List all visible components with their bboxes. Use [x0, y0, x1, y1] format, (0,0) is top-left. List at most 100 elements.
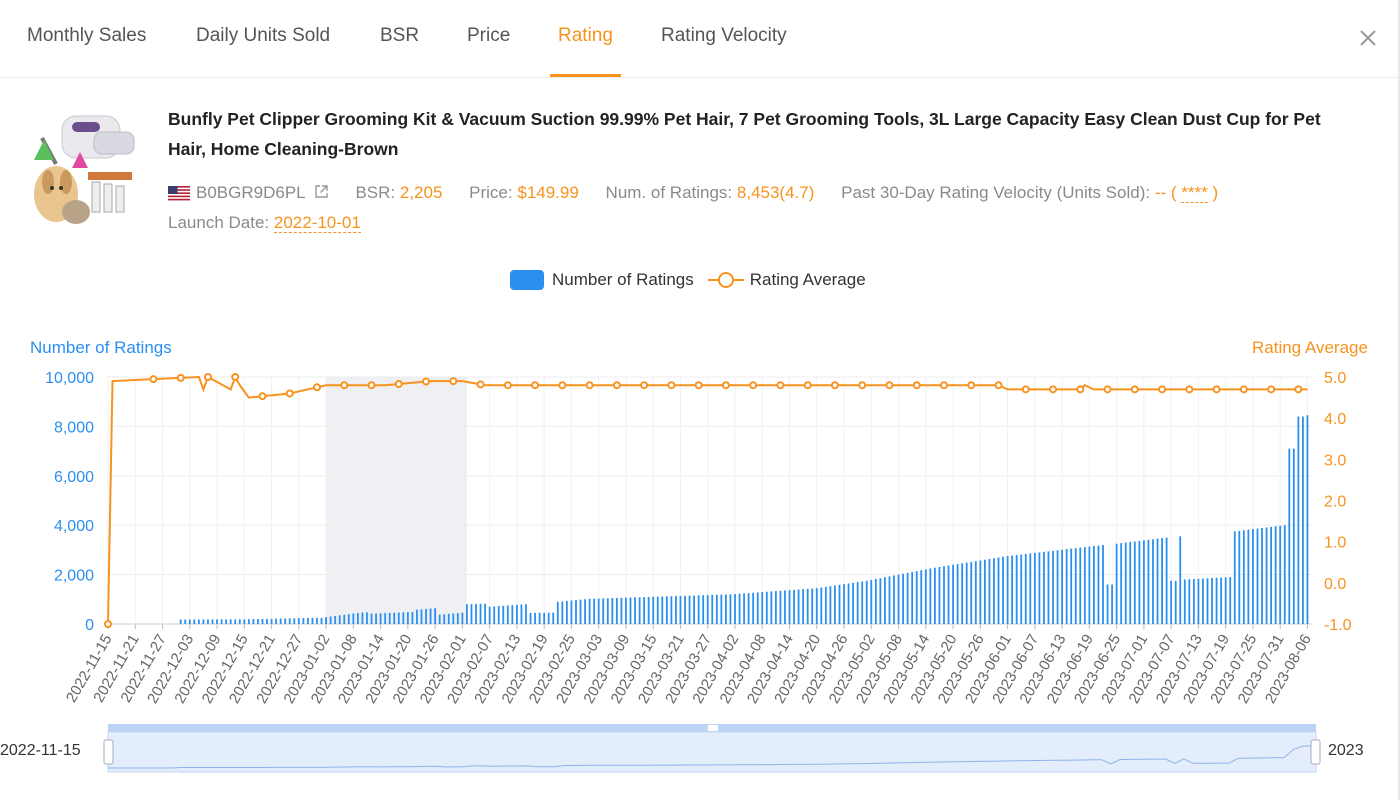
tab-rating-velocity[interactable]: Rating Velocity [661, 25, 787, 46]
bar-ratings[interactable] [284, 618, 287, 624]
bar-ratings[interactable] [279, 618, 282, 624]
bar-ratings[interactable] [329, 616, 332, 624]
bar-ratings[interactable] [834, 585, 836, 624]
bar-ratings[interactable] [452, 613, 455, 624]
bar-ratings[interactable] [179, 619, 182, 624]
bar-ratings[interactable] [234, 619, 237, 624]
bar-ratings[interactable] [684, 595, 686, 624]
bar-ratings[interactable] [997, 557, 1000, 624]
bar-ratings[interactable] [1270, 526, 1273, 624]
bar-ratings[interactable] [575, 600, 577, 624]
bar-ratings[interactable] [534, 612, 536, 624]
bar-ratings[interactable] [1052, 550, 1054, 624]
bar-ratings[interactable] [1288, 448, 1291, 624]
bar-ratings[interactable] [220, 619, 223, 624]
point-rating-average[interactable] [203, 373, 212, 381]
point-rating-average[interactable] [1212, 385, 1221, 394]
bar-ratings[interactable] [902, 573, 904, 624]
bar-ratings[interactable] [1274, 526, 1277, 624]
bar-ratings[interactable] [188, 619, 191, 624]
point-rating-average[interactable] [285, 389, 294, 398]
bar-ratings[interactable] [888, 576, 891, 624]
bar-ratings[interactable] [670, 596, 673, 624]
point-rating-average[interactable] [585, 381, 594, 390]
velocity-masked-value[interactable]: **** [1181, 183, 1208, 203]
bar-ratings[interactable] [1033, 552, 1036, 624]
bar-ratings[interactable] [1029, 553, 1032, 624]
tab-bsr[interactable]: BSR [380, 25, 420, 46]
bar-ratings[interactable] [243, 619, 246, 624]
bar-ratings[interactable] [988, 558, 991, 624]
point-rating-average[interactable] [476, 380, 485, 389]
zoom-handle-left[interactable] [103, 739, 114, 765]
close-icon[interactable] [1356, 26, 1380, 50]
bar-ratings[interactable] [1233, 531, 1236, 624]
bar-ratings[interactable] [1056, 550, 1059, 624]
bar-ratings[interactable] [229, 619, 232, 624]
bar-ratings[interactable] [475, 603, 477, 624]
bar-ratings[interactable] [620, 597, 623, 624]
bar-ratings[interactable] [429, 608, 432, 624]
bar-ratings[interactable] [802, 589, 805, 624]
bar-ratings[interactable] [343, 614, 346, 624]
bar-ratings[interactable] [1252, 529, 1254, 624]
point-rating-average[interactable] [558, 381, 567, 390]
point-rating-average[interactable] [967, 381, 976, 390]
bar-ratings[interactable] [257, 619, 259, 624]
bar-ratings[interactable] [856, 582, 859, 624]
bar-ratings[interactable] [938, 566, 941, 624]
bar-ratings[interactable] [643, 597, 646, 624]
bar-ratings[interactable] [261, 618, 264, 624]
bar-ratings[interactable] [207, 619, 209, 624]
bar-ratings[interactable] [384, 613, 387, 624]
bar-ratings[interactable] [1247, 529, 1250, 624]
point-rating-average[interactable] [612, 381, 621, 390]
bar-ratings[interactable] [1111, 584, 1113, 624]
bar-ratings[interactable] [1297, 416, 1300, 624]
bar-ratings[interactable] [852, 582, 855, 624]
bar-ratings[interactable] [238, 619, 241, 624]
bar-ratings[interactable] [956, 564, 959, 624]
launch-date-value[interactable]: 2022-10-01 [273, 213, 361, 233]
bar-ratings[interactable] [565, 600, 568, 624]
bar-ratings[interactable] [797, 589, 800, 624]
bar-ratings[interactable] [511, 605, 514, 624]
point-rating-average[interactable] [503, 381, 512, 390]
bar-ratings[interactable] [688, 595, 691, 624]
point-rating-average[interactable] [531, 381, 540, 390]
bar-ratings[interactable] [1238, 530, 1241, 624]
tab-daily-units-sold[interactable]: Daily Units Sold [196, 25, 331, 46]
bar-ratings[interactable] [1202, 578, 1204, 624]
bar-ratings[interactable] [793, 589, 795, 624]
bar-ratings[interactable] [556, 601, 559, 624]
point-rating-average[interactable] [340, 381, 349, 390]
bar-ratings[interactable] [1070, 548, 1073, 624]
bar-ratings[interactable] [1256, 528, 1259, 624]
bar-ratings[interactable] [1024, 553, 1027, 624]
bar-ratings[interactable] [1011, 555, 1014, 624]
bar-ratings[interactable] [1002, 556, 1004, 624]
point-rating-average[interactable] [231, 373, 240, 381]
point-rating-average[interactable] [830, 381, 839, 390]
bar-ratings[interactable] [497, 606, 500, 624]
bar-ratings[interactable] [552, 612, 555, 624]
bar-ratings[interactable] [593, 598, 596, 624]
bar-ratings[interactable] [1138, 540, 1141, 624]
bar-ratings[interactable] [1156, 538, 1159, 624]
bar-ratings[interactable] [752, 592, 755, 624]
external-link-icon[interactable] [314, 184, 329, 199]
bar-ratings[interactable] [1192, 579, 1195, 624]
bar-ratings[interactable] [1170, 580, 1173, 624]
point-rating-average[interactable] [694, 381, 703, 390]
bar-ratings[interactable] [924, 569, 927, 624]
bar-ratings[interactable] [561, 601, 564, 624]
bar-ratings[interactable] [416, 609, 418, 624]
bar-ratings[interactable] [325, 617, 327, 624]
zoom-drag-grip[interactable] [708, 725, 718, 731]
point-rating-average[interactable] [939, 381, 948, 390]
bar-ratings[interactable] [1147, 539, 1150, 624]
bar-ratings[interactable] [456, 613, 459, 624]
point-rating-average[interactable] [1185, 385, 1194, 394]
bar-ratings[interactable] [1179, 536, 1182, 624]
bar-ratings[interactable] [1006, 556, 1009, 624]
